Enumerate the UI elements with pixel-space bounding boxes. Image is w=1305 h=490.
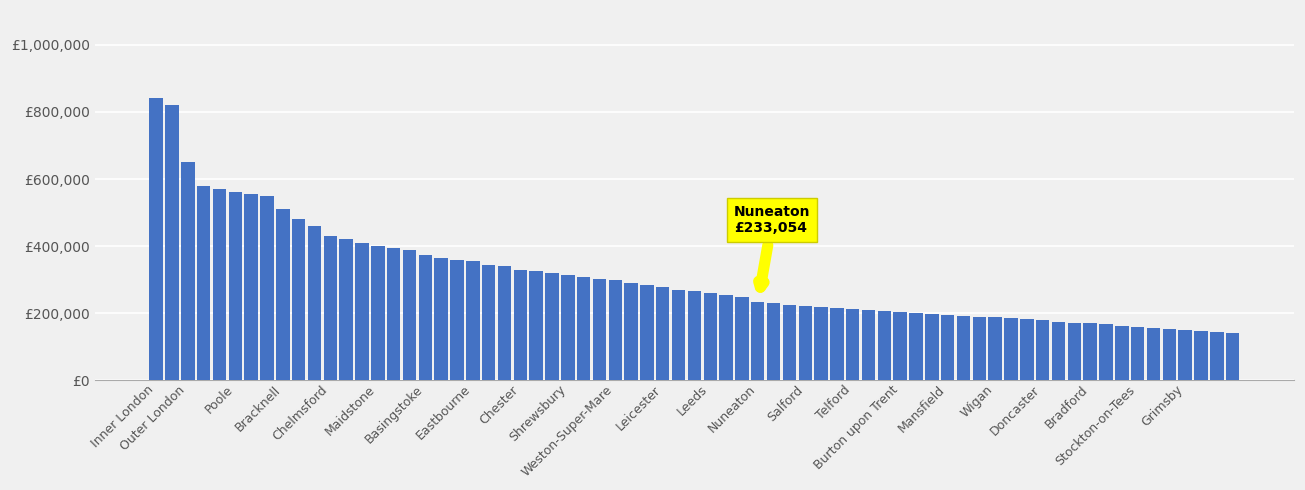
Bar (641, 285, 654, 380)
Bar (1178, 330, 1191, 380)
Bar (244, 194, 258, 380)
Bar (1067, 323, 1081, 380)
Bar (1036, 320, 1049, 380)
Bar (608, 280, 622, 380)
Bar (814, 307, 827, 380)
Bar (1021, 319, 1034, 380)
Bar (894, 312, 907, 380)
Bar (1225, 334, 1240, 380)
Bar (592, 279, 607, 380)
Bar (783, 305, 796, 380)
Bar (672, 290, 685, 380)
Bar (419, 255, 432, 380)
Bar (339, 240, 352, 380)
Bar (1210, 332, 1224, 380)
Bar (228, 193, 241, 380)
Bar (624, 283, 638, 380)
Bar (466, 261, 479, 380)
Bar (1116, 326, 1129, 380)
Bar (656, 287, 669, 380)
Bar (1194, 331, 1207, 380)
Bar (735, 296, 749, 380)
Bar (910, 313, 923, 380)
Bar (450, 260, 463, 380)
Bar (1052, 322, 1065, 380)
Bar (988, 318, 1002, 380)
Bar (878, 311, 891, 380)
Bar (830, 308, 843, 380)
Bar (1005, 318, 1018, 380)
Bar (482, 265, 496, 380)
Bar (846, 309, 860, 380)
Bar (355, 243, 369, 380)
Bar (561, 275, 574, 380)
Bar (750, 302, 765, 380)
Bar (150, 98, 163, 380)
Bar (530, 271, 543, 380)
Bar (1131, 327, 1144, 380)
Bar (545, 273, 559, 380)
Bar (799, 306, 812, 380)
Bar (941, 315, 954, 380)
Bar (386, 248, 401, 380)
Bar (308, 226, 321, 380)
Bar (514, 270, 527, 380)
Bar (577, 277, 590, 380)
Bar (925, 314, 938, 380)
Text: Nuneaton
£233,054: Nuneaton £233,054 (733, 205, 810, 287)
Bar (1163, 329, 1176, 380)
Bar (688, 292, 701, 380)
Bar (719, 295, 733, 380)
Bar (767, 303, 780, 380)
Bar (1147, 328, 1160, 380)
Bar (861, 310, 876, 380)
Bar (1083, 323, 1098, 380)
Bar (403, 249, 416, 380)
Bar (166, 105, 179, 380)
Bar (181, 162, 194, 380)
Bar (497, 266, 512, 380)
Bar (435, 258, 448, 380)
Bar (1099, 324, 1113, 380)
Bar (957, 316, 971, 380)
Bar (277, 209, 290, 380)
Bar (260, 196, 274, 380)
Bar (213, 189, 226, 380)
Bar (292, 220, 305, 380)
Bar (371, 246, 385, 380)
Bar (972, 317, 987, 380)
Bar (703, 293, 716, 380)
Bar (324, 236, 337, 380)
Bar (197, 186, 210, 380)
